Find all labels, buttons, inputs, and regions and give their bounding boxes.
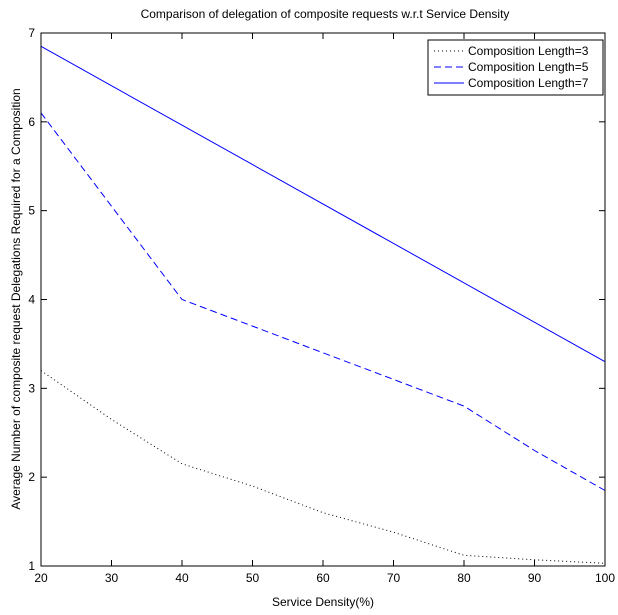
legend-label-2: Composition Length=5 [468,60,589,74]
x-tick-label: 20 [34,571,48,585]
x-tick-label: 100 [595,571,615,585]
x-tick-label: 40 [175,571,189,585]
y-tick-label: 6 [28,115,35,129]
x-tick-label: 70 [387,571,401,585]
series-line-3 [40,45,606,363]
chart-title: Comparison of delegation of composite re… [141,7,510,21]
legend: Composition Length=3 Composition Length=5… [427,39,604,96]
axis-layer: 20 30 40 50 60 70 80 90 100 1 2 3 4 5 6 7 [28,26,615,585]
y-tick-label: 7 [28,26,35,40]
y-tick-label: 2 [28,470,35,484]
y-tick-label: 5 [28,204,35,218]
y-axis-label: Average Number of composite request Dele… [9,88,23,509]
series-line-1 [40,370,606,564]
plot-frame [40,32,606,567]
x-tick-label: 60 [316,571,330,585]
plot-area [41,33,605,566]
x-axis-label: Service Density(%) [272,595,374,609]
x-tick-label: 80 [457,571,471,585]
series-layer [40,45,606,564]
x-tick-label: 30 [105,571,119,585]
y-tick-label: 3 [28,381,35,395]
series-line-2 [40,112,606,491]
legend-label-1: Composition Length=3 [468,44,589,58]
x-tick-label: 50 [246,571,260,585]
y-tick-label: 1 [28,559,35,573]
x-tick-label: 90 [528,571,542,585]
legend-label-3: Composition Length=7 [468,76,589,90]
y-tick-label: 4 [28,293,35,307]
